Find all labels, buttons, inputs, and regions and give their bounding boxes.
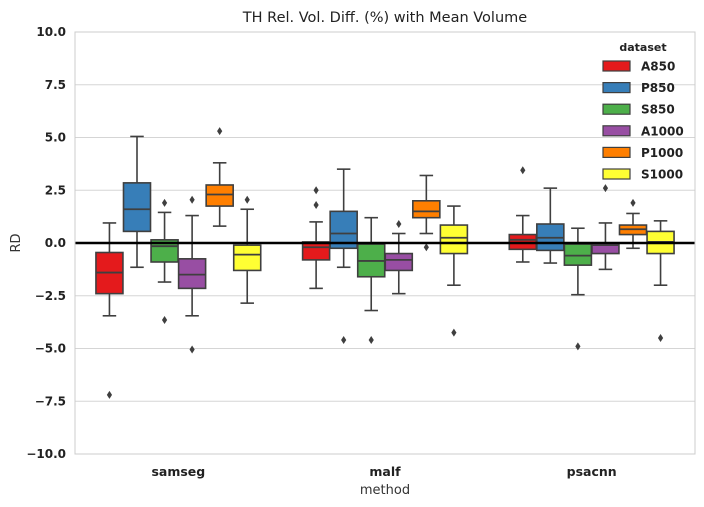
y-axis-label: RD [9,233,24,252]
outlier-point [189,195,195,204]
box-A1000-psacnn [591,184,620,271]
plot-frame [74,31,696,455]
box-A1000-malf [384,220,414,295]
box-A1000-samseg [177,195,207,354]
legend-swatch-P1000 [602,146,631,158]
box-body [384,252,414,272]
y-tick-labels: −10.0 −7.5 −5.0 −2.5 0.0 2.5 5.0 7.5 10.0 [26,25,66,461]
outlier-point [602,184,609,193]
outlier-point [630,198,636,207]
x-tick-labels: samseg malf psacnn [151,464,616,479]
outlier-point [244,195,250,204]
box-S850-samseg [150,198,179,325]
legend: dataset A850 P850 S850 A1000 P1000 S1000 [602,41,684,182]
box-A850-psacnn [508,166,538,263]
y-tick-label: −7.5 [35,394,66,408]
box-body [232,244,262,272]
outlier-point [161,316,168,325]
outlier-point [423,243,429,252]
legend-swatch-S850 [602,103,631,115]
outlier-point [451,328,457,337]
box-body [412,200,441,219]
box-A850-samseg [95,222,124,399]
legend-label-A850: A850 [641,60,675,74]
legend-swatch-A1000 [602,125,631,137]
box-S850-malf [356,216,386,345]
x-axis-label: method [360,483,410,498]
box-S1000-psacnn [646,220,675,342]
box-layer [95,127,675,399]
outlier-point [313,186,319,195]
box-body [205,184,234,207]
outlier-point [657,333,664,342]
outlier-point [106,390,113,399]
outlier-point [341,336,347,345]
box-P850-samseg [122,135,152,269]
box-P1000-samseg [205,127,234,227]
outlier-point [396,220,402,229]
box-body [563,243,593,266]
y-tick-label: 7.5 [45,78,66,92]
legend-swatch-S1000 [602,168,631,180]
outlier-point [368,336,374,345]
box-S1000-samseg [232,195,262,304]
outlier-point [161,198,168,207]
x-tick-label-samseg: samseg [151,464,205,479]
box-S1000-malf [439,205,469,337]
legend-label-P850: P850 [641,81,675,95]
legend-swatch-P850 [602,81,631,94]
legend-label-A1000: A1000 [641,124,684,138]
outlier-point [217,127,223,136]
legend-label-S850: S850 [641,103,675,117]
outlier-point [313,201,319,210]
outlier-point [575,342,581,351]
y-tick-label: 5.0 [45,131,66,145]
box-body [439,224,469,255]
box-A850-malf [301,186,331,290]
legend-swatch-A850 [602,60,631,72]
box-P1000-malf [412,174,441,252]
box-S850-psacnn [563,227,593,351]
y-tick-label: 0.0 [45,236,66,250]
chart-title: TH Rel. Vol. Diff. (%) with Mean Volume [242,10,527,26]
outlier-point [520,166,526,175]
y-tick-label: −2.5 [35,289,66,303]
y-tick-label: 2.5 [45,183,66,197]
x-tick-label-psacnn: psacnn [567,464,617,479]
box-body [301,241,331,261]
box-P1000-psacnn [618,198,648,250]
box-body [122,182,152,233]
legend-label-P1000: P1000 [641,146,683,160]
y-tick-label: −5.0 [35,342,66,356]
y-tick-label: −10.0 [26,447,66,461]
y-tick-label: 10.0 [36,25,66,39]
legend-label-S1000: S1000 [641,168,683,182]
legend-title: dataset [619,41,666,54]
box-P850-psacnn [536,187,565,264]
box-body [177,258,207,290]
x-tick-label-malf: malf [369,464,401,479]
outlier-point [189,345,195,354]
box-P850-malf [329,168,358,345]
